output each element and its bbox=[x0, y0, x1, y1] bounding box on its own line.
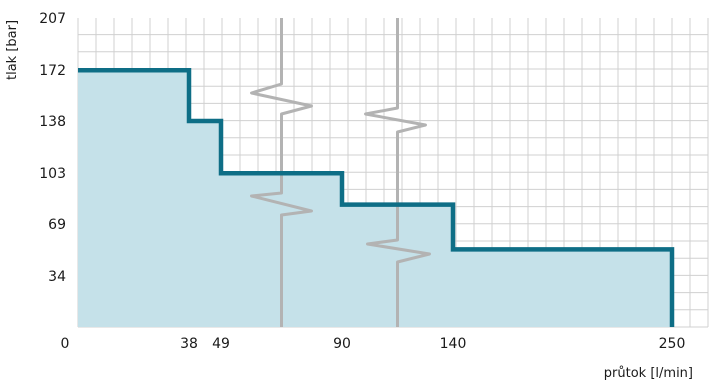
x-tick-label: 140 bbox=[440, 336, 467, 352]
x-tick-label: 250 bbox=[659, 336, 686, 352]
y-tick-label: 172 bbox=[39, 63, 66, 79]
x-tick-label: 90 bbox=[333, 336, 351, 352]
x-tick-label: 49 bbox=[212, 336, 230, 352]
x-axis-label: průtok [l/min] bbox=[604, 366, 693, 381]
x-tick-label: 0 bbox=[61, 336, 70, 352]
y-tick-label: 138 bbox=[39, 114, 66, 130]
y-tick-label: 34 bbox=[48, 269, 66, 285]
y-axis-label: tlak [bar] bbox=[5, 20, 20, 80]
y-tick-label: 103 bbox=[39, 166, 66, 182]
y-tick-label: 207 bbox=[39, 11, 66, 27]
y-tick-label: 69 bbox=[48, 217, 66, 233]
x-tick-label: 38 bbox=[180, 336, 198, 352]
